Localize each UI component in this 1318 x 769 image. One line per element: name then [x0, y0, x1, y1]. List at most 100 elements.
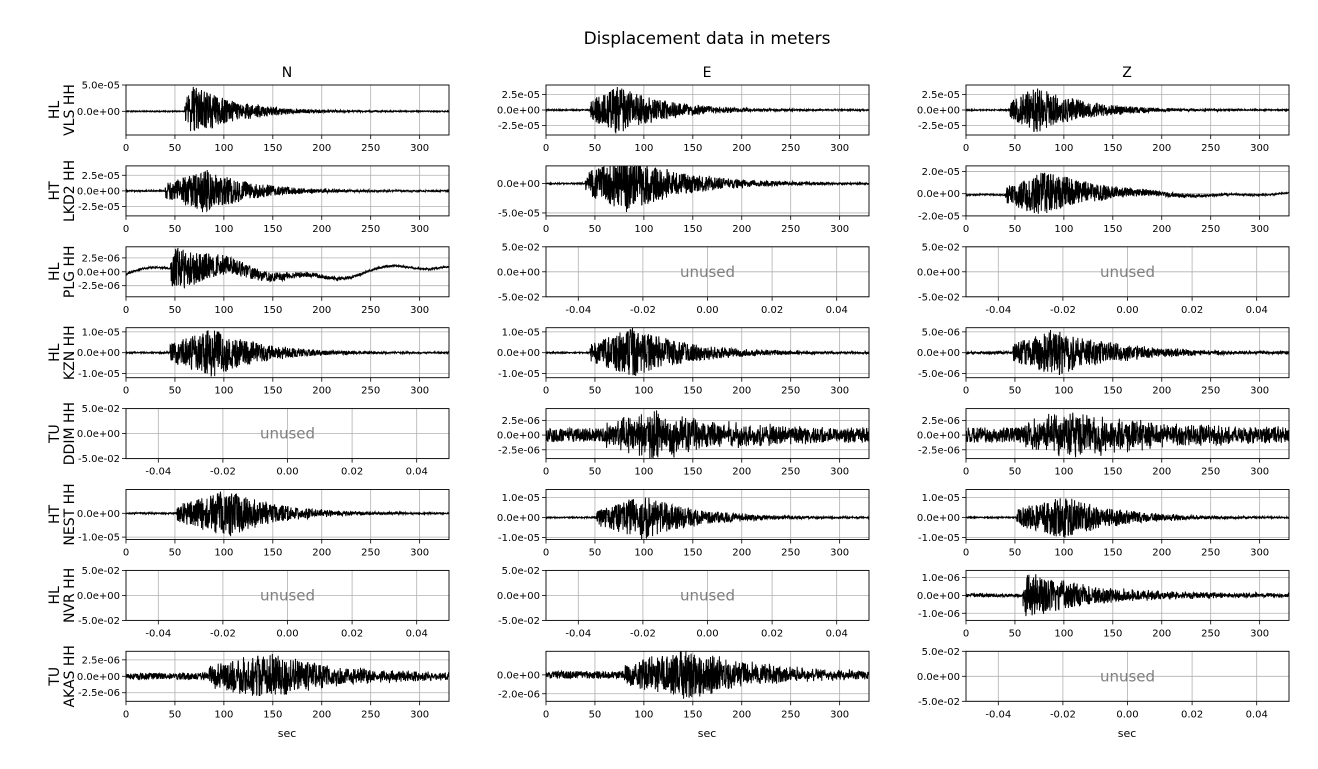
waveform-line: [126, 491, 449, 537]
x-tick-label: 0.00: [696, 628, 718, 639]
x-tick-label: 0: [963, 548, 969, 559]
x-tick-label: 100: [634, 548, 653, 559]
x-tick-label: 50: [589, 386, 602, 397]
panel-frame: [965, 650, 1290, 702]
y-tick-label: 0.0e+00: [917, 431, 960, 442]
row-label-station: KZN HH: [62, 325, 78, 380]
x-tick-label: 0.02: [341, 628, 363, 639]
y-tick-label: 0.0e+00: [497, 670, 540, 681]
x-tick-label: 0.02: [341, 467, 363, 478]
panel-nest-n: 0 50 100 150 200 250 300 0.0e+00 -1.0e-05: [77, 489, 450, 559]
row-label-station: NVR HH: [62, 568, 78, 623]
y-tick-label: -5.0e-02: [918, 292, 960, 303]
x-tick-label: 0: [543, 709, 549, 720]
x-tick-label: 0.00: [276, 628, 298, 639]
y-tick-label: -2.5e-05: [498, 121, 540, 132]
x-tick-label: -0.02: [630, 628, 656, 639]
column-title-e: E: [703, 65, 712, 81]
panel-akas-z: -0.04 -0.02 0.00 0.02 0.04 5.0e-02 0.0e+00 -5.0…: [917, 647, 1290, 720]
x-tick-label: 250: [361, 224, 380, 235]
y-tick-label: 5.0e-02: [502, 242, 540, 253]
x-tick-label: 250: [781, 467, 800, 478]
x-tick-label: 250: [361, 548, 380, 559]
y-tick-label: 0.0e+00: [77, 186, 120, 197]
y-tick-label: 2.0e-05: [922, 167, 960, 178]
x-tick-label: 50: [169, 305, 182, 316]
x-tick-label: 0: [543, 224, 549, 235]
x-tick-label: 100: [634, 709, 653, 720]
waveform-line: [546, 86, 869, 134]
row-label: HTLKD2 HH: [47, 160, 78, 222]
y-tick-label: -2.0e-05: [918, 211, 960, 222]
x-tick-label: 100: [214, 548, 233, 559]
x-tick-label: 250: [781, 709, 800, 720]
waveform-line: [966, 172, 1289, 214]
x-tick-label: 0: [123, 224, 129, 235]
x-tick-label: 50: [589, 467, 602, 478]
x-tick-label: 0: [123, 709, 129, 720]
panel-frame: [545, 408, 870, 460]
row-label-station: DDIM HH: [62, 402, 78, 465]
x-tick-label: 150: [263, 305, 282, 316]
x-tick-label: 300: [830, 143, 849, 154]
panel-frame: [965, 246, 1290, 298]
x-tick-label: 250: [1201, 628, 1220, 639]
x-tick-label: 100: [214, 709, 233, 720]
y-tick-label: 0.0e+00: [917, 672, 960, 683]
x-axis-label-n: sec: [278, 727, 297, 740]
row-label-station: PLG HH: [62, 245, 78, 298]
x-tick-label: 150: [683, 386, 702, 397]
x-tick-label: 100: [1054, 143, 1073, 154]
y-tick-label: -2.5e-06: [78, 688, 120, 699]
x-tick-label: 200: [732, 709, 751, 720]
y-tick-label: 2.5e-06: [82, 253, 120, 264]
panel-frame: [965, 327, 1290, 379]
x-tick-label: 200: [1152, 628, 1171, 639]
x-tick-label: 300: [830, 709, 849, 720]
x-tick-label: 250: [361, 386, 380, 397]
x-tick-label: 0.02: [1181, 305, 1203, 316]
x-tick-label: 100: [1054, 628, 1073, 639]
y-tick-label: 0.0e+00: [497, 591, 540, 602]
panel-frame: [125, 165, 450, 217]
x-tick-label: 0: [543, 548, 549, 559]
y-tick-label: 2.5e-06: [82, 655, 120, 666]
panel-nest-z: 0 50 100 150 200 250 300 1.0e-05 0.0e+00 -1.0e-05: [917, 489, 1290, 559]
x-tick-label: 200: [312, 305, 331, 316]
y-tick-label: 5.0e-02: [502, 566, 540, 577]
y-tick-label: 0.0e+00: [77, 509, 120, 520]
x-tick-label: 100: [1054, 386, 1073, 397]
panel-vls-z: 0 50 100 150 200 250 300 2.5e-05 0.0e+00 -2.5e-05: [917, 84, 1290, 154]
x-tick-label: 250: [1201, 224, 1220, 235]
unused-label: unused: [1100, 263, 1155, 281]
x-tick-label: 150: [683, 224, 702, 235]
panel-plg-e: -0.04 -0.02 0.00 0.02 0.04 5.0e-02 0.0e+00 -5.0…: [497, 242, 870, 316]
y-tick-label: 2.5e-05: [922, 90, 960, 101]
panel-nvr-e: -0.04 -0.02 0.00 0.02 0.04 5.0e-02 0.0e+00 -5.0…: [497, 566, 870, 639]
y-tick-label: 1.0e-06: [922, 573, 960, 584]
y-tick-label: -1.0e-06: [918, 609, 960, 620]
row-label-station: AKAS HH: [62, 645, 78, 707]
x-tick-label: 0: [123, 305, 129, 316]
x-tick-label: 150: [263, 224, 282, 235]
y-tick-label: 5.0e-06: [922, 327, 960, 338]
y-tick-label: -1.0e-05: [498, 533, 540, 544]
row-label-network: HL: [47, 101, 63, 120]
y-tick-label: 0.0e+00: [77, 591, 120, 602]
waveform-line: [546, 497, 869, 540]
y-tick-label: 2.5e-05: [502, 90, 540, 101]
waveform-line: [546, 327, 869, 376]
waveform-line: [546, 165, 869, 213]
x-tick-label: 300: [1250, 143, 1269, 154]
x-tick-label: 0: [963, 628, 969, 639]
unused-label: unused: [680, 586, 735, 604]
y-tick-label: -5.0e-05: [498, 208, 540, 219]
panel-akas-n: 0 50 100 150 200 250 300 2.5e-06 0.0e+00 -2.5e-06: [77, 650, 450, 720]
unused-label: unused: [680, 263, 735, 281]
x-tick-label: 0.00: [276, 467, 298, 478]
y-tick-label: 1.0e-05: [82, 327, 120, 338]
panel-frame: [545, 246, 870, 298]
x-tick-label: 300: [410, 143, 429, 154]
y-tick-label: 5.0e-05: [82, 81, 120, 92]
